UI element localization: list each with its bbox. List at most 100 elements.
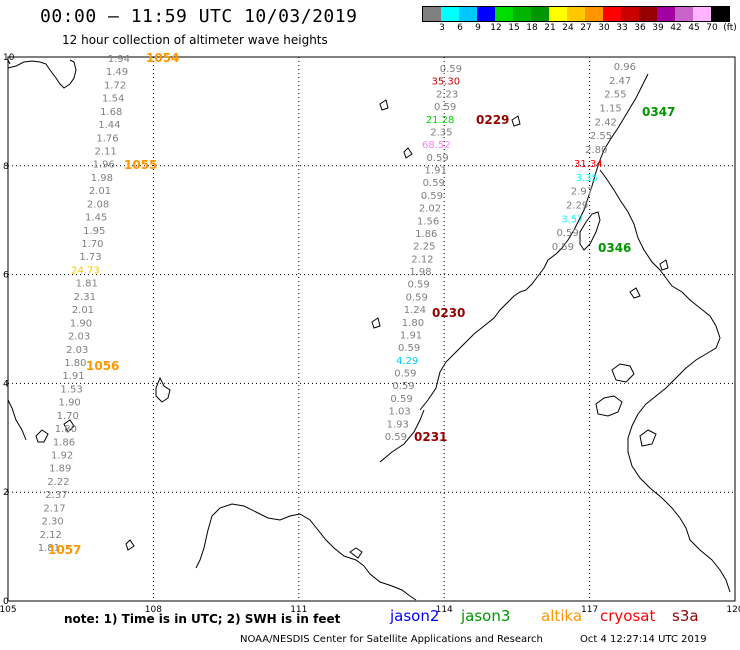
wave-height-label: 2.12 [40,530,62,541]
wave-height-label: 1.15 [599,104,621,115]
wave-height-label: 0.59 [434,102,456,113]
lat-lon-grid [8,57,735,601]
wave-height-label: 1.24 [404,305,426,316]
wave-height-label: 2.35 [430,127,452,138]
satellite-legend-jason3: jason3 [461,607,511,625]
legend-label: 70 [706,23,718,33]
wave-height-label: 2.55 [604,90,626,101]
legend-swatch [441,7,459,21]
wave-height-label: 0.59 [552,242,574,253]
x-tick-label: 114 [436,605,453,615]
satellite-legend-altika: altika [541,607,583,625]
wave-height-label: 2.22 [47,477,69,488]
wave-height-label: 0.59 [426,153,448,164]
pass-time-label: 0229 [476,113,509,127]
legend-label: 36 [634,23,646,33]
legend-swatch [603,7,621,21]
wave-height-label: 2.29 [566,200,588,211]
legend-label: 18 [526,23,538,33]
pass-time-label: 0230 [432,306,465,320]
pass-time-label: 1055 [124,158,157,172]
coastline-island-2 [595,395,623,417]
legend-swatch [495,7,513,21]
legend-swatch [657,7,675,21]
wave-height-label: 1.91 [62,371,84,382]
coastline-island-4 [639,429,657,447]
wave-height-label: 2.03 [66,345,88,356]
map-frame [7,56,736,602]
wave-height-label: 0.59 [421,191,443,202]
wave-height-label: 1.86 [53,437,75,448]
wave-height-label: 68.52 [422,140,451,151]
wave-height-label: 2.30 [42,517,64,528]
y-tick-label: 8 [3,162,9,172]
y-tick-label: 10 [3,53,15,63]
wave-height-label: 1.95 [83,226,105,237]
wave-height-label: 1.90 [70,318,92,329]
coastline-island-13 [659,259,669,271]
legend-label: 6 [457,23,463,33]
wave-height-label: 2.97 [571,187,593,198]
legend-label: 33 [616,23,628,33]
wave-height-label: 24.73 [71,265,100,276]
coastline-island-6 [125,539,135,551]
coastline-northwest [7,59,77,89]
credit-text: NOAA/NESDIS Center for Satellite Applica… [240,634,543,645]
wave-height-label: 2.23 [436,89,458,100]
legend-label: 24 [562,23,574,33]
wave-height-label: 1.68 [100,107,122,118]
wave-height-label: 1.80 [55,424,77,435]
wave-height-label: 2.17 [43,503,65,514]
legend-label: 30 [598,23,610,33]
wave-height-label: 35.30 [431,77,460,88]
wave-height-label: 0.59 [390,394,412,405]
wave-height-label: 1.86 [415,229,437,240]
y-tick-label: 4 [3,379,9,389]
wave-height-label: 1.91 [400,330,422,341]
coastline-island-10 [371,317,381,329]
wave-height-label: 2.02 [419,204,441,215]
wave-height-label: 3.35 [576,173,598,184]
legend-label: 12 [490,23,502,33]
coastline-palawan [419,73,649,411]
satellite-legend-cryosat: cryosat [600,607,656,625]
legend-swatch [585,7,603,21]
footnote: note: 1) Time is in UTC; 2) SWH is in fe… [64,612,341,626]
legend-label: (ft) [723,23,737,33]
wave-height-label: 2.08 [87,199,109,210]
coastline-philippines [599,169,731,593]
legend-label: 45 [688,23,700,33]
wave-height-label: 2.01 [89,186,111,197]
pass-time-label: 0231 [414,430,447,444]
legend-swatch [459,7,477,21]
generated-timestamp: Oct 4 12:27:14 UTC 2019 [580,634,707,645]
wave-height-label: 4.29 [396,356,418,367]
x-tick-label: 120 [726,605,740,615]
wave-height-label: 0.59 [423,178,445,189]
coastline-borneo-north [195,503,417,601]
wave-height-label: 31.34 [574,159,603,170]
wave-height-label: 1.70 [81,239,103,250]
legend-label: 27 [580,23,592,33]
wave-height-label: 2.47 [609,76,631,87]
wave-height-label: 0.96 [614,62,636,73]
wave-height-label: 2.12 [411,254,433,265]
wave-height-label: 2.03 [68,332,90,343]
x-tick-label: 105 [0,605,17,615]
wave-height-label: 3.57 [561,214,583,225]
coastline-island-7 [403,147,413,159]
wave-height-label: 2.11 [94,147,116,158]
wave-height-label: 1.90 [59,398,81,409]
legend-label: 3 [439,23,445,33]
coastline-island-9 [63,419,75,433]
x-tick-label: 108 [145,605,162,615]
wave-height-label: 1.56 [417,216,439,227]
wave-height-label: 1.80 [64,358,86,369]
wave-height-label: 0.59 [407,280,429,291]
wave-height-label: 1.92 [51,450,73,461]
coastline-island-5 [349,547,363,559]
wave-height-label: 0.59 [440,64,462,75]
wave-height-label: 21.28 [426,115,455,126]
wave-height-label: 1.76 [96,133,118,144]
satellite-tracks: 1.94 1.49 1.72 1.54 1.68 1.44 1.76 2.11 1.96 1.98… [38,51,676,557]
